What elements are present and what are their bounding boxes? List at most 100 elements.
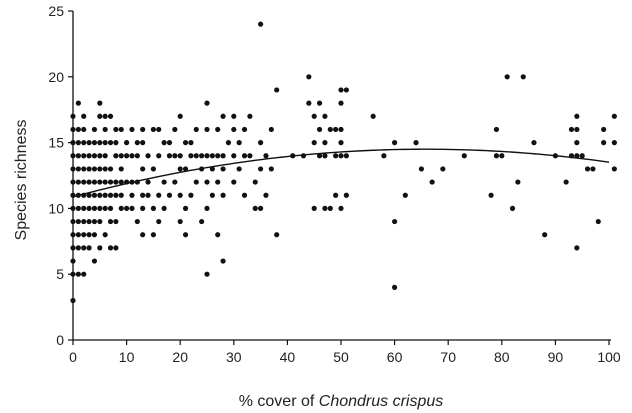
data-point [145, 192, 151, 198]
x-tick-label: 90 [548, 349, 564, 365]
data-point [177, 218, 183, 225]
data-point [86, 166, 92, 172]
data-point [75, 153, 81, 159]
data-point [333, 192, 339, 198]
data-point [327, 205, 333, 211]
data-point [520, 74, 526, 80]
data-point [113, 153, 119, 159]
data-point [215, 179, 221, 185]
data-point [107, 113, 114, 119]
data-point [81, 166, 87, 172]
data-point [102, 179, 108, 185]
data-point [611, 166, 617, 172]
data-point [440, 166, 446, 172]
data-point [124, 205, 130, 211]
data-point [75, 192, 81, 198]
data-point [601, 126, 607, 133]
data-point [156, 218, 162, 225]
data-point [150, 126, 156, 133]
data-point [220, 113, 226, 119]
data-point [156, 153, 162, 159]
data-point [515, 179, 521, 185]
x-axis-label: % cover of Chondrus crispus [239, 393, 444, 410]
data-point [86, 179, 92, 185]
data-point [134, 179, 140, 185]
data-point [161, 205, 167, 211]
x-tick-label: 30 [226, 349, 242, 365]
data-point [81, 245, 87, 251]
data-point [172, 179, 178, 185]
data-point [129, 126, 135, 133]
data-point [97, 100, 103, 106]
data-point [209, 166, 215, 172]
x-tick-label: 0 [69, 349, 77, 365]
data-point [306, 100, 312, 106]
x-axis-label-italic: Chondrus crispus [319, 393, 444, 410]
data-point [75, 245, 81, 251]
data-point [568, 153, 575, 159]
data-point [177, 153, 183, 159]
data-point [140, 166, 146, 172]
tick-labels: 0 10 20 30 40 50 60 70 80 90 100 0 5 10 15 20 25 [48, 3, 620, 365]
data-point [247, 153, 253, 159]
data-point [402, 192, 408, 198]
data-point [145, 179, 151, 185]
data-point [182, 140, 189, 146]
data-point [429, 179, 435, 185]
data-point [268, 166, 274, 172]
data-point [97, 140, 103, 146]
data-point [91, 192, 98, 198]
data-point [134, 140, 140, 146]
data-point [113, 179, 119, 185]
data-point [81, 153, 87, 159]
data-point [231, 153, 237, 159]
data-point [140, 232, 146, 238]
data-point [70, 297, 76, 304]
data-point [316, 100, 323, 106]
data-point [156, 126, 162, 133]
data-point [75, 100, 81, 106]
data-point [140, 205, 146, 211]
data-point [418, 166, 424, 172]
data-point [327, 126, 333, 133]
data-point [204, 271, 210, 277]
data-point [215, 126, 221, 133]
data-point [241, 192, 248, 198]
data-point [107, 166, 114, 172]
data-point [102, 126, 108, 133]
data-point [129, 192, 135, 198]
data-point [86, 153, 92, 159]
data-point [70, 271, 76, 277]
data-point [601, 140, 607, 146]
data-point [574, 245, 580, 251]
data-point [129, 153, 135, 159]
data-point [118, 179, 124, 185]
data-point [118, 192, 124, 198]
data-point [70, 140, 76, 146]
data-point [97, 179, 103, 185]
data-point [102, 205, 108, 211]
data-point [392, 218, 398, 225]
data-point [81, 179, 87, 185]
data-point [199, 218, 205, 225]
data-point [70, 153, 76, 159]
data-point [97, 192, 103, 198]
data-point [236, 166, 242, 172]
data-point [241, 153, 248, 159]
data-point [91, 205, 98, 211]
data-point [231, 113, 237, 119]
data-point [81, 192, 87, 198]
y-tick-label: 5 [56, 266, 64, 282]
data-point [75, 126, 81, 133]
data-point [70, 179, 76, 185]
data-point [81, 232, 87, 238]
data-point [182, 232, 189, 238]
data-point [574, 113, 580, 119]
data-point [70, 126, 76, 133]
fit-curve-group [72, 148, 610, 198]
data-point [140, 192, 146, 198]
data-point [118, 166, 124, 172]
data-point [552, 153, 559, 159]
data-point [193, 153, 199, 159]
data-point [338, 205, 344, 211]
